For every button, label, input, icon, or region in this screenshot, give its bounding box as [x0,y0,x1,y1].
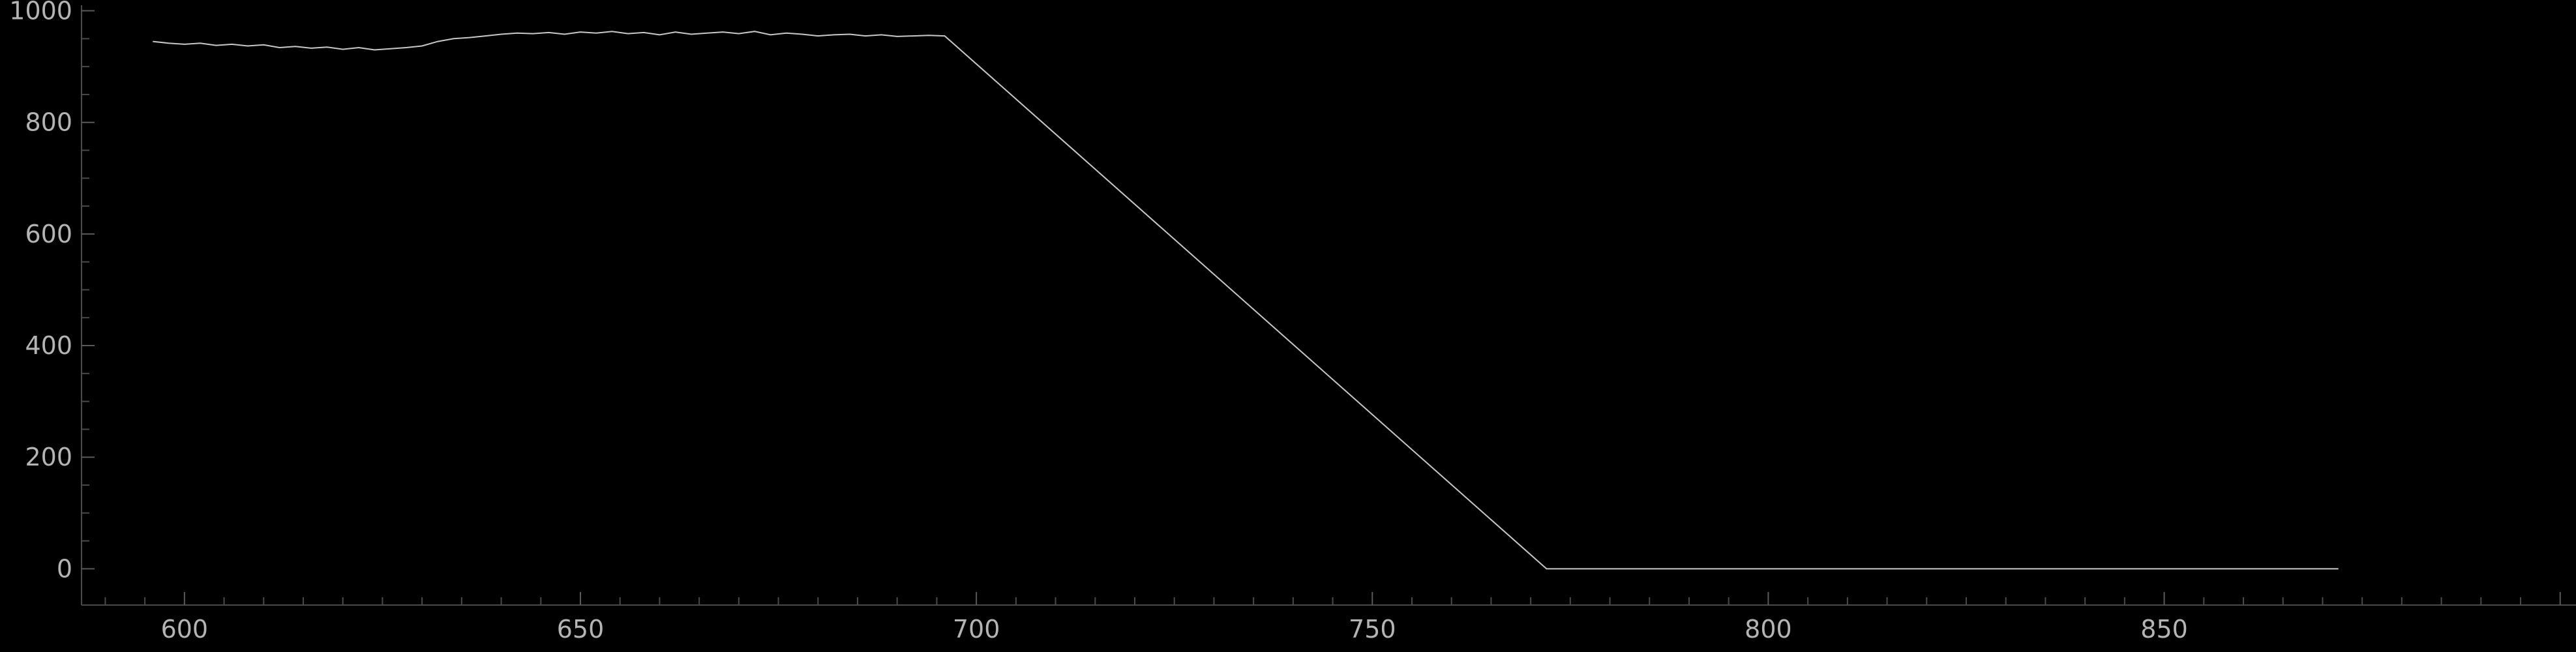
axes [81,5,2576,606]
plot-area [152,31,2339,570]
data-point [438,41,439,42]
data-point [833,35,835,36]
x-tick-label: 700 [953,615,1000,644]
data-point [295,46,296,48]
data-point [501,34,502,35]
x-tick-label: 850 [2140,615,2188,644]
data-point [612,31,613,32]
data-point [532,33,533,35]
data-point [849,34,850,35]
data-point [643,32,644,33]
data-point [216,45,217,46]
data-point [817,35,818,37]
y-tick-label: 0 [57,554,72,583]
data-point [232,44,233,45]
x-tick-label: 800 [1745,615,1792,644]
y-tick-label: 600 [25,220,72,248]
data-point [754,31,755,32]
data-point [944,35,946,37]
data-point [881,35,882,36]
x-tick-label: 650 [557,615,605,644]
data-point [786,33,787,34]
x-tick-label: 750 [1349,615,1396,644]
ticks [82,10,2561,605]
data-point [675,31,676,33]
data-point [897,36,898,37]
y-tick-label: 400 [25,331,72,360]
data-point [247,46,248,47]
data-point [865,35,866,37]
data-point [738,33,740,35]
data-point [912,35,914,37]
data-point [627,33,629,35]
data-point [310,48,312,49]
data-point [184,44,185,45]
data-point [517,33,518,34]
data-point [485,35,486,37]
tick-labels: 600 650 700 750 800 850 0 200 400 600 800 1000 [9,0,2188,644]
data-point [706,33,708,34]
data-point [691,34,692,35]
data-point [279,47,280,48]
data-point [564,34,565,35]
data-point [469,37,470,38]
data-point [168,42,170,44]
data-point [263,44,264,46]
data-point [723,31,724,33]
data-point [1546,569,1548,570]
series-line [153,31,2339,570]
data-point [580,31,581,33]
data-point [770,35,771,36]
data-point [421,46,423,47]
data-point [327,46,328,48]
x-tick-label: 600 [161,615,209,644]
data-point [358,47,359,48]
data-point [152,41,153,42]
data-point [374,50,375,51]
data-point [548,32,550,33]
y-tick-label: 200 [25,443,72,471]
data-point [390,48,391,50]
data-point [2338,569,2339,570]
data-point [928,35,929,36]
y-tick-label: 1000 [9,0,72,25]
y-tick-label: 800 [25,108,72,137]
data-point [342,49,344,50]
data-point [801,34,803,35]
data-point [659,35,661,36]
data-point [200,42,201,44]
data-point [406,47,407,48]
data-point [595,33,597,34]
data-point [453,38,455,40]
